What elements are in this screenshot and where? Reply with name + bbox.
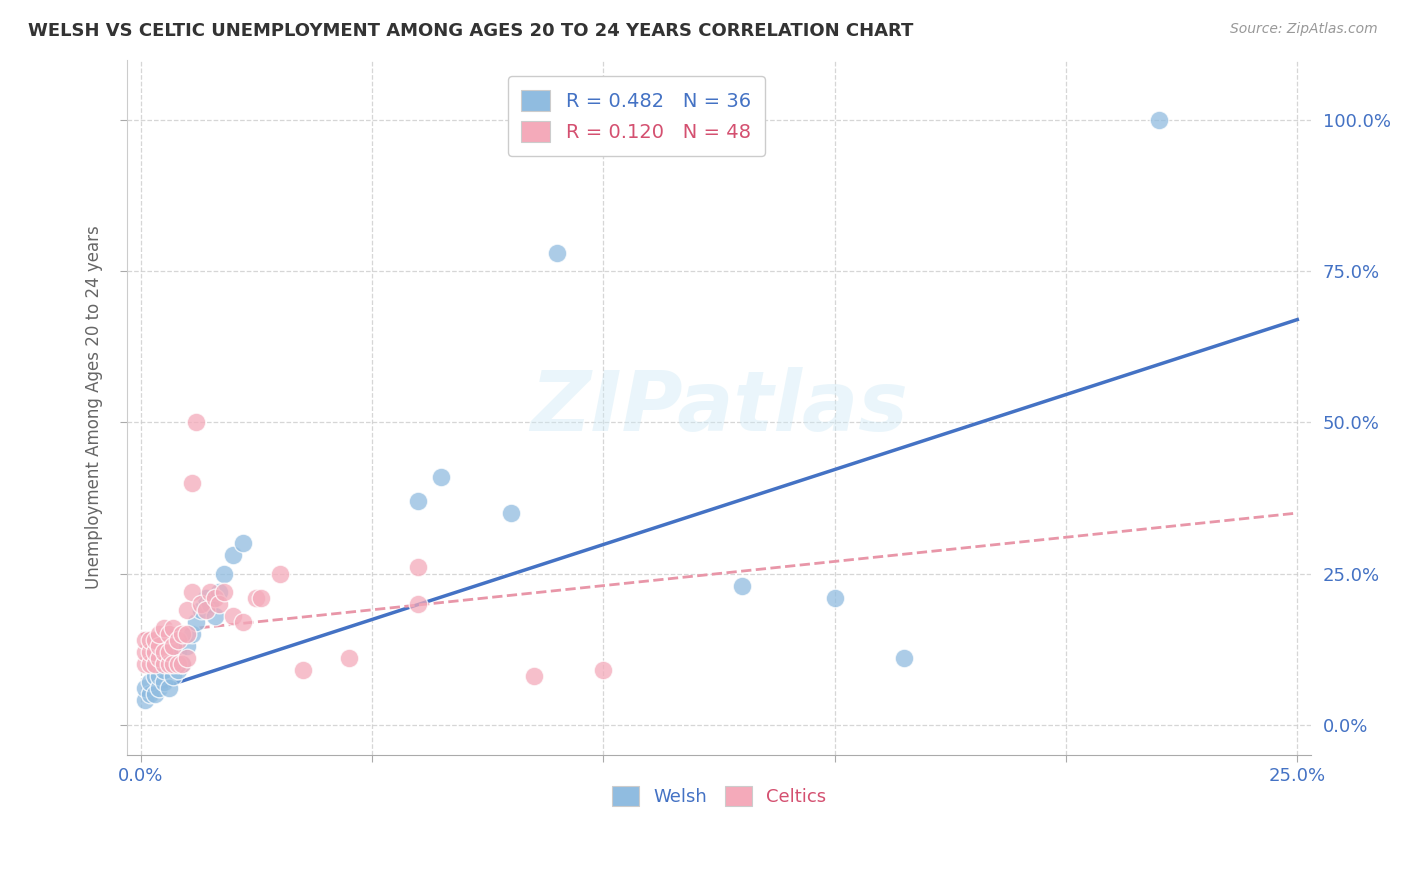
Point xyxy=(523,669,546,683)
Point xyxy=(592,663,614,677)
Y-axis label: Unemployment Among Ages 20 to 24 years: Unemployment Among Ages 20 to 24 years xyxy=(86,226,103,589)
Point xyxy=(408,597,430,611)
Point xyxy=(208,584,231,599)
Point xyxy=(134,681,156,696)
Point xyxy=(232,536,254,550)
Point xyxy=(198,597,221,611)
Point xyxy=(157,657,180,672)
Point xyxy=(194,591,217,605)
Point xyxy=(824,591,846,605)
Point xyxy=(245,591,267,605)
Point xyxy=(153,675,176,690)
Point xyxy=(139,645,162,659)
Point xyxy=(190,597,212,611)
Point xyxy=(148,627,170,641)
Text: ZIPatlas: ZIPatlas xyxy=(530,367,908,448)
Point xyxy=(166,663,188,677)
Point xyxy=(166,645,188,659)
Text: WELSH VS CELTIC UNEMPLOYMENT AMONG AGES 20 TO 24 YEARS CORRELATION CHART: WELSH VS CELTIC UNEMPLOYMENT AMONG AGES … xyxy=(28,22,914,40)
Point xyxy=(180,584,202,599)
Point xyxy=(162,651,184,665)
Point xyxy=(148,651,170,665)
Point xyxy=(162,621,184,635)
Point xyxy=(172,657,194,672)
Point xyxy=(143,645,166,659)
Point xyxy=(157,645,180,659)
Point xyxy=(172,627,194,641)
Point xyxy=(731,579,754,593)
Point xyxy=(250,591,273,605)
Point xyxy=(172,657,194,672)
Point xyxy=(291,663,314,677)
Point xyxy=(162,669,184,683)
Point xyxy=(176,639,198,653)
Point xyxy=(190,603,212,617)
Point xyxy=(337,651,360,665)
Point xyxy=(134,633,156,648)
Point xyxy=(143,669,166,683)
Point xyxy=(1147,113,1170,128)
Point xyxy=(194,603,217,617)
Point xyxy=(204,591,226,605)
Point xyxy=(157,627,180,641)
Point xyxy=(162,657,184,672)
Point xyxy=(198,584,221,599)
Point xyxy=(139,657,162,672)
Point xyxy=(143,657,166,672)
Point xyxy=(204,608,226,623)
Point xyxy=(157,657,180,672)
Point xyxy=(186,416,208,430)
Point xyxy=(143,633,166,648)
Point xyxy=(222,549,245,563)
Legend: Welsh, Celtics: Welsh, Celtics xyxy=(603,778,835,815)
Point xyxy=(139,688,162,702)
Point xyxy=(148,639,170,653)
Point xyxy=(153,663,176,677)
Point xyxy=(134,645,156,659)
Point xyxy=(186,615,208,629)
Point xyxy=(134,693,156,707)
Text: Source: ZipAtlas.com: Source: ZipAtlas.com xyxy=(1230,22,1378,37)
Point xyxy=(134,657,156,672)
Point xyxy=(143,688,166,702)
Point xyxy=(148,681,170,696)
Point xyxy=(180,475,202,490)
Point xyxy=(176,603,198,617)
Point xyxy=(430,470,453,484)
Point xyxy=(166,657,188,672)
Point xyxy=(157,681,180,696)
Point xyxy=(176,627,198,641)
Point xyxy=(153,621,176,635)
Point xyxy=(139,633,162,648)
Point xyxy=(212,584,235,599)
Point xyxy=(499,506,522,520)
Point xyxy=(153,645,176,659)
Point xyxy=(212,566,235,581)
Point xyxy=(269,566,291,581)
Point xyxy=(408,494,430,508)
Point xyxy=(176,651,198,665)
Point xyxy=(153,657,176,672)
Point xyxy=(162,639,184,653)
Point xyxy=(232,615,254,629)
Point xyxy=(180,627,202,641)
Point xyxy=(893,651,915,665)
Point xyxy=(408,560,430,574)
Point xyxy=(208,597,231,611)
Point xyxy=(148,669,170,683)
Point xyxy=(166,633,188,648)
Point xyxy=(222,608,245,623)
Point xyxy=(139,675,162,690)
Point xyxy=(546,246,568,260)
